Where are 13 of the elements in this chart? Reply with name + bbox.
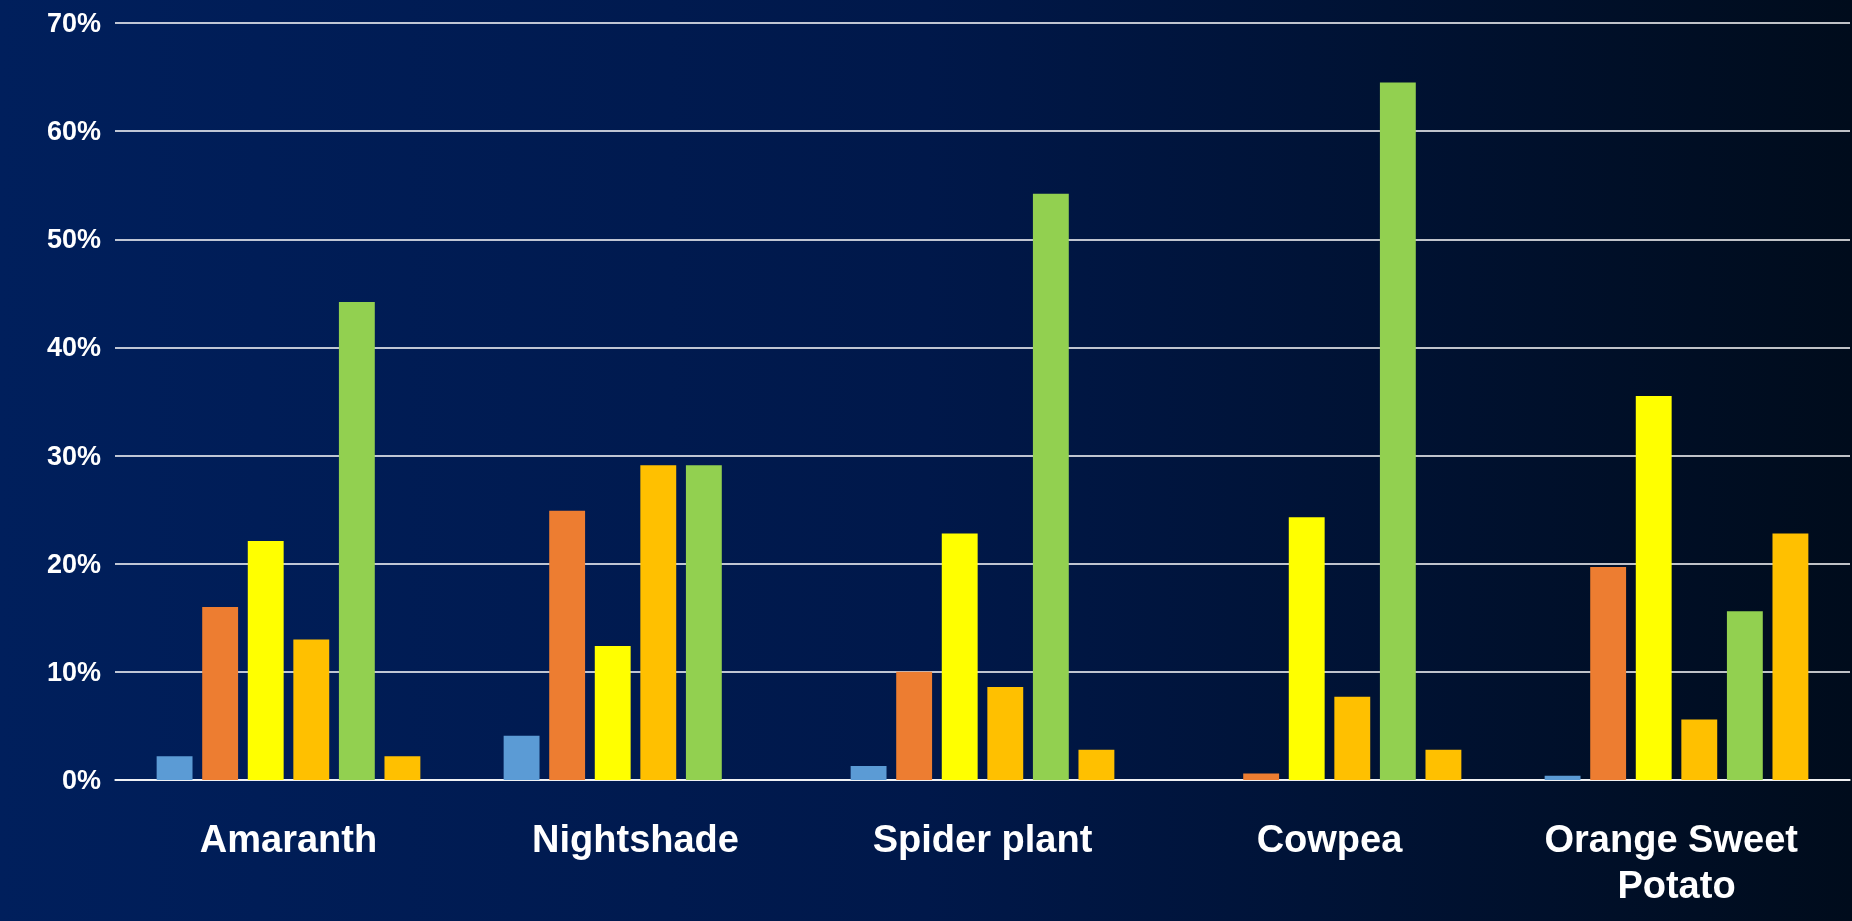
x-tick-label: Orange Sweet Potato [1544,818,1809,906]
y-tick-label: 60% [46,116,101,147]
y-tick-label: 70% [46,8,101,38]
x-tick-label: Spider plant [872,818,1093,860]
y-tick-label: 0% [61,765,101,795]
y-tick-label: 40% [46,332,101,363]
y-tick-label: 50% [46,224,101,255]
y-tick-label: 10% [46,656,101,687]
x-tick-label: Nightshade [532,818,739,860]
y-tick-label: 20% [46,548,101,579]
y-tick-label: 30% [46,440,101,471]
x-tick-label: Cowpea [1256,818,1404,860]
x-tick-label: Amaranth [199,818,378,860]
